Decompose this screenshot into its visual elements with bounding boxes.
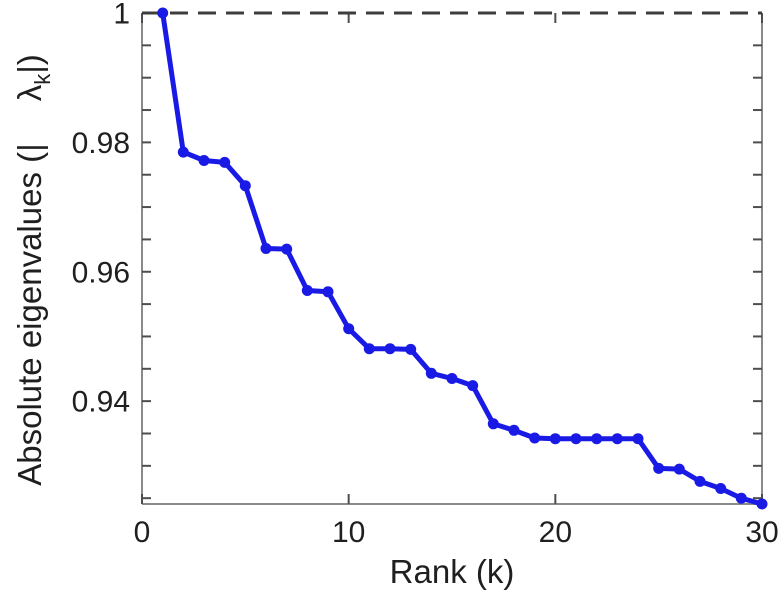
x-tick-label: 10: [332, 516, 365, 549]
data-point-marker: [508, 424, 520, 436]
data-point-marker: [529, 432, 541, 444]
data-point-marker: [632, 433, 644, 445]
data-point-marker: [570, 433, 582, 445]
eigenvalue-line: [160, 10, 765, 507]
data-point-marker: [384, 343, 396, 355]
data-point-marker: [425, 367, 437, 379]
x-tick-label: 0: [134, 516, 151, 549]
data-point-marker: [281, 243, 293, 255]
data-point-marker: [487, 418, 499, 430]
y-axis-label-suffix: |): [11, 54, 48, 74]
data-point-marker: [549, 433, 561, 445]
data-point-marker: [673, 463, 685, 475]
data-point-marker: [735, 492, 747, 504]
data-point-marker: [322, 286, 334, 298]
data-point-marker: [260, 243, 272, 254]
data-point-marker: [363, 343, 375, 355]
data-point-marker: [611, 433, 623, 445]
data-point-marker: [405, 343, 417, 355]
x-tick-label: 30: [745, 516, 778, 549]
data-point-marker: [219, 156, 231, 168]
lambda-symbol: λ: [11, 84, 48, 102]
data-point-marker: [343, 323, 355, 335]
y-axis-label-text: Absolute eigenvalues (|: [11, 143, 48, 486]
x-axis-label: Rank (k): [389, 553, 515, 590]
data-point-marker: [715, 483, 727, 494]
data-point-marker: [301, 285, 313, 296]
y-tick-label: 1: [113, 0, 130, 31]
data-point-marker: [591, 433, 603, 445]
data-point-marker: [157, 7, 169, 19]
data-point-marker: [756, 498, 768, 510]
data-point-marker: [239, 180, 251, 192]
data-point-marker: [694, 475, 706, 487]
y-tick-label: 0.94: [72, 386, 130, 419]
data-point-marker: [446, 373, 458, 384]
data-point-marker: [653, 462, 665, 474]
y-tick-label: 0.96: [72, 256, 130, 289]
y-axis-label: Absolute eigenvalues (| λk|): [8, 0, 55, 550]
lambda-subscript: k: [30, 73, 55, 85]
x-tick-label: 20: [539, 516, 572, 549]
data-point-marker: [198, 155, 210, 166]
y-tick-label: 0.98: [72, 127, 130, 160]
data-point-marker: [177, 146, 189, 158]
data-point-marker: [467, 380, 479, 392]
